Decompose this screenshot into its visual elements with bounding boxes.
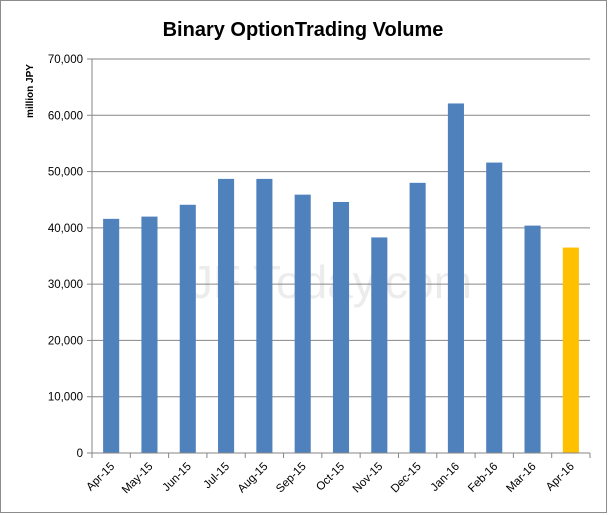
y-tick-label: 0 — [77, 448, 83, 460]
bar-mar-16 — [524, 225, 541, 453]
x-tick-label: Aug-15 — [236, 461, 271, 496]
x-tick-label: Nov-15 — [351, 461, 386, 496]
y-tick-label: 50,000 — [48, 167, 83, 179]
bar-oct-15 — [332, 201, 350, 453]
y-axis-label: million JPY — [25, 64, 36, 118]
x-tick-label: Jun-15 — [161, 461, 194, 494]
x-tick-label: Feb-16 — [466, 461, 500, 495]
bar-jun-15 — [179, 204, 196, 453]
x-tick-label: Apr-15 — [84, 461, 117, 494]
x-tick-label: Mar-16 — [504, 461, 538, 495]
bar-nov-15 — [371, 237, 388, 453]
bar-jul-15 — [218, 178, 235, 454]
x-tick-label: Jul-15 — [202, 461, 233, 492]
x-tick-label: Sep-15 — [274, 461, 309, 496]
x-tick-label: Apr-16 — [544, 461, 577, 494]
bar-sep-15 — [294, 194, 311, 454]
bar-apr-15 — [103, 218, 120, 453]
y-tick-label: 40,000 — [48, 223, 83, 235]
x-tick-label: May-15 — [120, 461, 156, 497]
x-tick-label: Dec-15 — [389, 461, 424, 496]
y-tick-labels: 0 10,000 20,000 30,000 40,000 50,000 60,000 70,… — [48, 54, 83, 460]
bar-aug-15 — [256, 178, 273, 454]
bar-dec-15 — [409, 182, 426, 454]
bar-jan-16 — [447, 103, 464, 454]
y-tick-label: 70,000 — [48, 54, 83, 66]
y-tick-label: 10,000 — [48, 392, 83, 404]
y-tick-label: 30,000 — [48, 279, 83, 291]
bars — [103, 103, 579, 454]
bar-may-15 — [141, 216, 158, 453]
bar-apr-16 — [562, 247, 579, 453]
x-tick-labels: Apr-15 May-15 Jun-15 Jul-15 Aug-15 Sep-15 Oct-… — [84, 461, 577, 497]
chart-title: Binary OptionTrading Volume — [163, 19, 444, 41]
axes — [87, 58, 591, 458]
y-tick-label: 20,000 — [48, 335, 83, 347]
x-tick-label: Jan-16 — [429, 461, 462, 494]
x-tick-label: Oct-15 — [314, 461, 347, 494]
bar-feb-16 — [486, 162, 503, 453]
y-tick-label: 60,000 — [48, 110, 83, 122]
